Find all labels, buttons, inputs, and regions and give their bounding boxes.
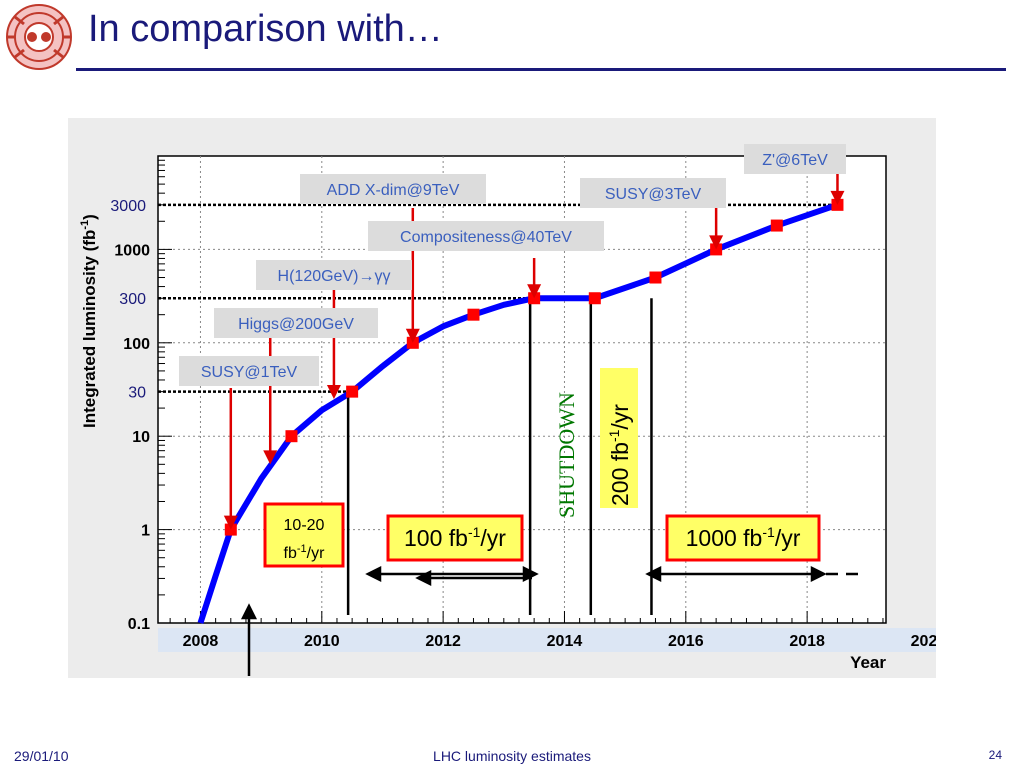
svg-text:200 fb-1/yr: 200 fb-1/yr xyxy=(606,404,633,506)
x-tick-label: 2016 xyxy=(668,633,704,650)
rate-box-100-suffix: /yr xyxy=(480,525,506,551)
lhc-magnet-logo-icon xyxy=(2,2,76,72)
rate-box-1000: 1000 fb-1/yr xyxy=(665,514,821,562)
reference-label: 3000 xyxy=(110,198,146,215)
rate-box-100-sup: -1 xyxy=(468,524,481,540)
rate-box-early-sup: -1 xyxy=(297,543,307,555)
rate-box-200-label: 200 fb xyxy=(607,442,633,506)
callout-susy-3tev: SUSY@3TeV xyxy=(580,178,726,208)
data-point xyxy=(528,292,541,305)
rate-box-early-line1: 10-20 xyxy=(284,517,325,534)
x-tick-label: 2008 xyxy=(183,633,219,650)
y-tick-label: 1000 xyxy=(114,242,150,259)
reach-arrow-head xyxy=(263,450,278,465)
y-axis-label-close: ) xyxy=(80,214,99,220)
rate-box-early-unit: fb xyxy=(284,545,297,562)
reference-level-labels: 30 300 3000 xyxy=(110,198,146,402)
data-markers xyxy=(224,198,844,536)
callout-label: SUSY@1TeV xyxy=(201,364,298,381)
x-tick-label: 2018 xyxy=(789,633,825,650)
shutdown-label: SHUTDOWN xyxy=(554,392,579,518)
page-number: 24 xyxy=(988,748,1002,762)
rate-box-100-label: 100 fb xyxy=(404,525,468,551)
chart-svg: SUSY@1TeV Higgs@200GeV H(120GeV)→γγ ADD … xyxy=(68,118,946,678)
reach-arrow-head xyxy=(830,190,845,205)
y-tick-labels: 0.1 1 10 100 1000 xyxy=(114,242,150,633)
data-point xyxy=(467,308,480,321)
rate-box-early-suffix: /yr xyxy=(307,545,325,562)
y-axis-label-sup: -1 xyxy=(79,220,91,230)
rate-box-early: 10-20 fb-1/yr xyxy=(263,502,345,568)
luminosity-chart: SUSY@1TeV Higgs@200GeV H(120GeV)→γγ ADD … xyxy=(68,118,946,678)
x-tick-label: 2014 xyxy=(547,633,583,650)
y-tick-label: 0.1 xyxy=(128,616,150,633)
callout-higgs-200gev: Higgs@200GeV xyxy=(214,308,378,338)
y-axis-label: Integrated luminosity (fb-1) xyxy=(79,214,99,428)
reach-arrow-head xyxy=(405,328,420,343)
y-tick-label: 10 xyxy=(132,429,150,446)
y-axis-label-text: Integrated luminosity (fb xyxy=(80,230,99,428)
callout-label: Higgs@200GeV xyxy=(238,316,354,333)
footer-date: 29/01/10 xyxy=(14,748,69,764)
rate-box-1000-label: 1000 fb xyxy=(686,525,763,551)
svg-text:fb-1/yr: fb-1/yr xyxy=(284,543,326,562)
reach-arrow-head xyxy=(709,235,724,250)
data-point xyxy=(346,385,359,398)
svg-text:1000 fb-1/yr: 1000 fb-1/yr xyxy=(686,524,801,551)
reach-arrow-head xyxy=(326,385,341,400)
rate-box-1000-suffix: /yr xyxy=(775,525,801,551)
phase-lines xyxy=(346,298,653,615)
rate-box-200: 200 fb-1/yr xyxy=(600,368,638,508)
luminosity-curve xyxy=(197,201,839,624)
title-divider xyxy=(76,68,1006,71)
callout-label: SUSY@3TeV xyxy=(605,186,702,203)
callout-add-xdim: ADD X-dim@9TeV xyxy=(300,174,486,204)
footer-title: LHC luminosity estimates xyxy=(433,748,591,764)
callout-label: Compositeness@40TeV xyxy=(400,229,572,246)
rate-box-100: 100 fb-1/yr xyxy=(386,514,524,562)
data-point xyxy=(588,292,601,305)
callout-zprime-6tev: Z'@6TeV xyxy=(744,144,846,174)
data-point xyxy=(831,198,844,211)
reach-arrow-head xyxy=(527,284,542,299)
x-tick-label: 2012 xyxy=(425,633,461,650)
slide-title: In comparison with… xyxy=(88,8,443,50)
x-tick-label: 2010 xyxy=(304,633,340,650)
y-tick-label: 100 xyxy=(123,336,150,353)
callout-label: H(120GeV)→γγ xyxy=(278,268,391,285)
rate-box-200-suffix: /yr xyxy=(607,404,633,430)
callout-compositeness: Compositeness@40TeV xyxy=(368,221,604,251)
callout-susy-1tev: SUSY@1TeV xyxy=(179,356,319,386)
reference-label: 30 xyxy=(128,385,146,402)
data-point xyxy=(770,219,783,232)
rate-box-1000-sup: -1 xyxy=(762,524,775,540)
y-tick-label: 1 xyxy=(141,523,150,540)
year-strip xyxy=(158,628,936,652)
data-point xyxy=(285,430,298,443)
rate-box-200-sup: -1 xyxy=(606,429,622,442)
reference-label: 300 xyxy=(119,291,146,308)
range-arrows xyxy=(240,565,864,676)
svg-text:100 fb-1/yr: 100 fb-1/yr xyxy=(404,524,506,551)
callout-label: Z'@6TeV xyxy=(762,152,828,169)
data-point xyxy=(649,271,662,284)
callout-h-gamma-gamma: H(120GeV)→γγ xyxy=(256,260,412,290)
callout-label: ADD X-dim@9TeV xyxy=(327,182,460,199)
reach-arrow-head xyxy=(223,515,238,530)
x-axis-label: Year xyxy=(850,653,886,672)
